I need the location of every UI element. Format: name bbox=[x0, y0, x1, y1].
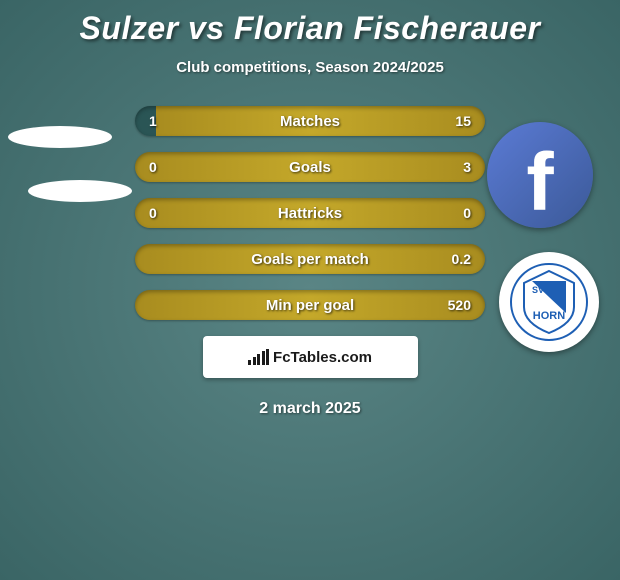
stat-value-right: 520 bbox=[448, 297, 471, 313]
player-left-ellipse-2 bbox=[28, 180, 132, 202]
stat-bar: 0 Hattricks 0 bbox=[135, 198, 485, 228]
stat-bar: 1 Matches 15 bbox=[135, 106, 485, 136]
stat-label: Goals bbox=[289, 159, 331, 176]
player-left-ellipse-1 bbox=[8, 126, 112, 148]
stat-bar: Min per goal 520 bbox=[135, 290, 485, 320]
stat-bar: 0 Goals 3 bbox=[135, 152, 485, 182]
stat-value-left: 0 bbox=[149, 205, 157, 221]
stat-bar: Goals per match 0.2 bbox=[135, 244, 485, 274]
page-title: Sulzer vs Florian Fischerauer bbox=[0, 0, 620, 47]
svg-text:HORN: HORN bbox=[533, 310, 565, 322]
sv-horn-badge: HORN SV bbox=[499, 252, 599, 352]
stat-value-right: 15 bbox=[455, 113, 471, 129]
stat-value-left: 0 bbox=[149, 159, 157, 175]
bars-icon bbox=[248, 349, 269, 365]
stat-value-right: 0 bbox=[463, 205, 471, 221]
facebook-badge[interactable]: f bbox=[487, 122, 593, 228]
stat-label: Matches bbox=[280, 113, 340, 130]
sv-horn-logo-icon: HORN SV bbox=[510, 263, 588, 341]
subtitle: Club competitions, Season 2024/2025 bbox=[0, 59, 620, 76]
stat-label: Min per goal bbox=[266, 297, 354, 314]
stat-value-left: 1 bbox=[149, 113, 157, 129]
fctables-badge[interactable]: FcTables.com bbox=[203, 336, 418, 378]
stat-value-right: 0.2 bbox=[452, 251, 471, 267]
stat-label: Hattricks bbox=[278, 205, 342, 222]
svg-text:SV: SV bbox=[532, 285, 544, 295]
stat-label: Goals per match bbox=[251, 251, 369, 268]
facebook-f-icon: f bbox=[526, 136, 553, 230]
date-text: 2 march 2025 bbox=[0, 400, 620, 418]
stat-value-right: 3 bbox=[463, 159, 471, 175]
fctables-label: FcTables.com bbox=[273, 349, 372, 366]
